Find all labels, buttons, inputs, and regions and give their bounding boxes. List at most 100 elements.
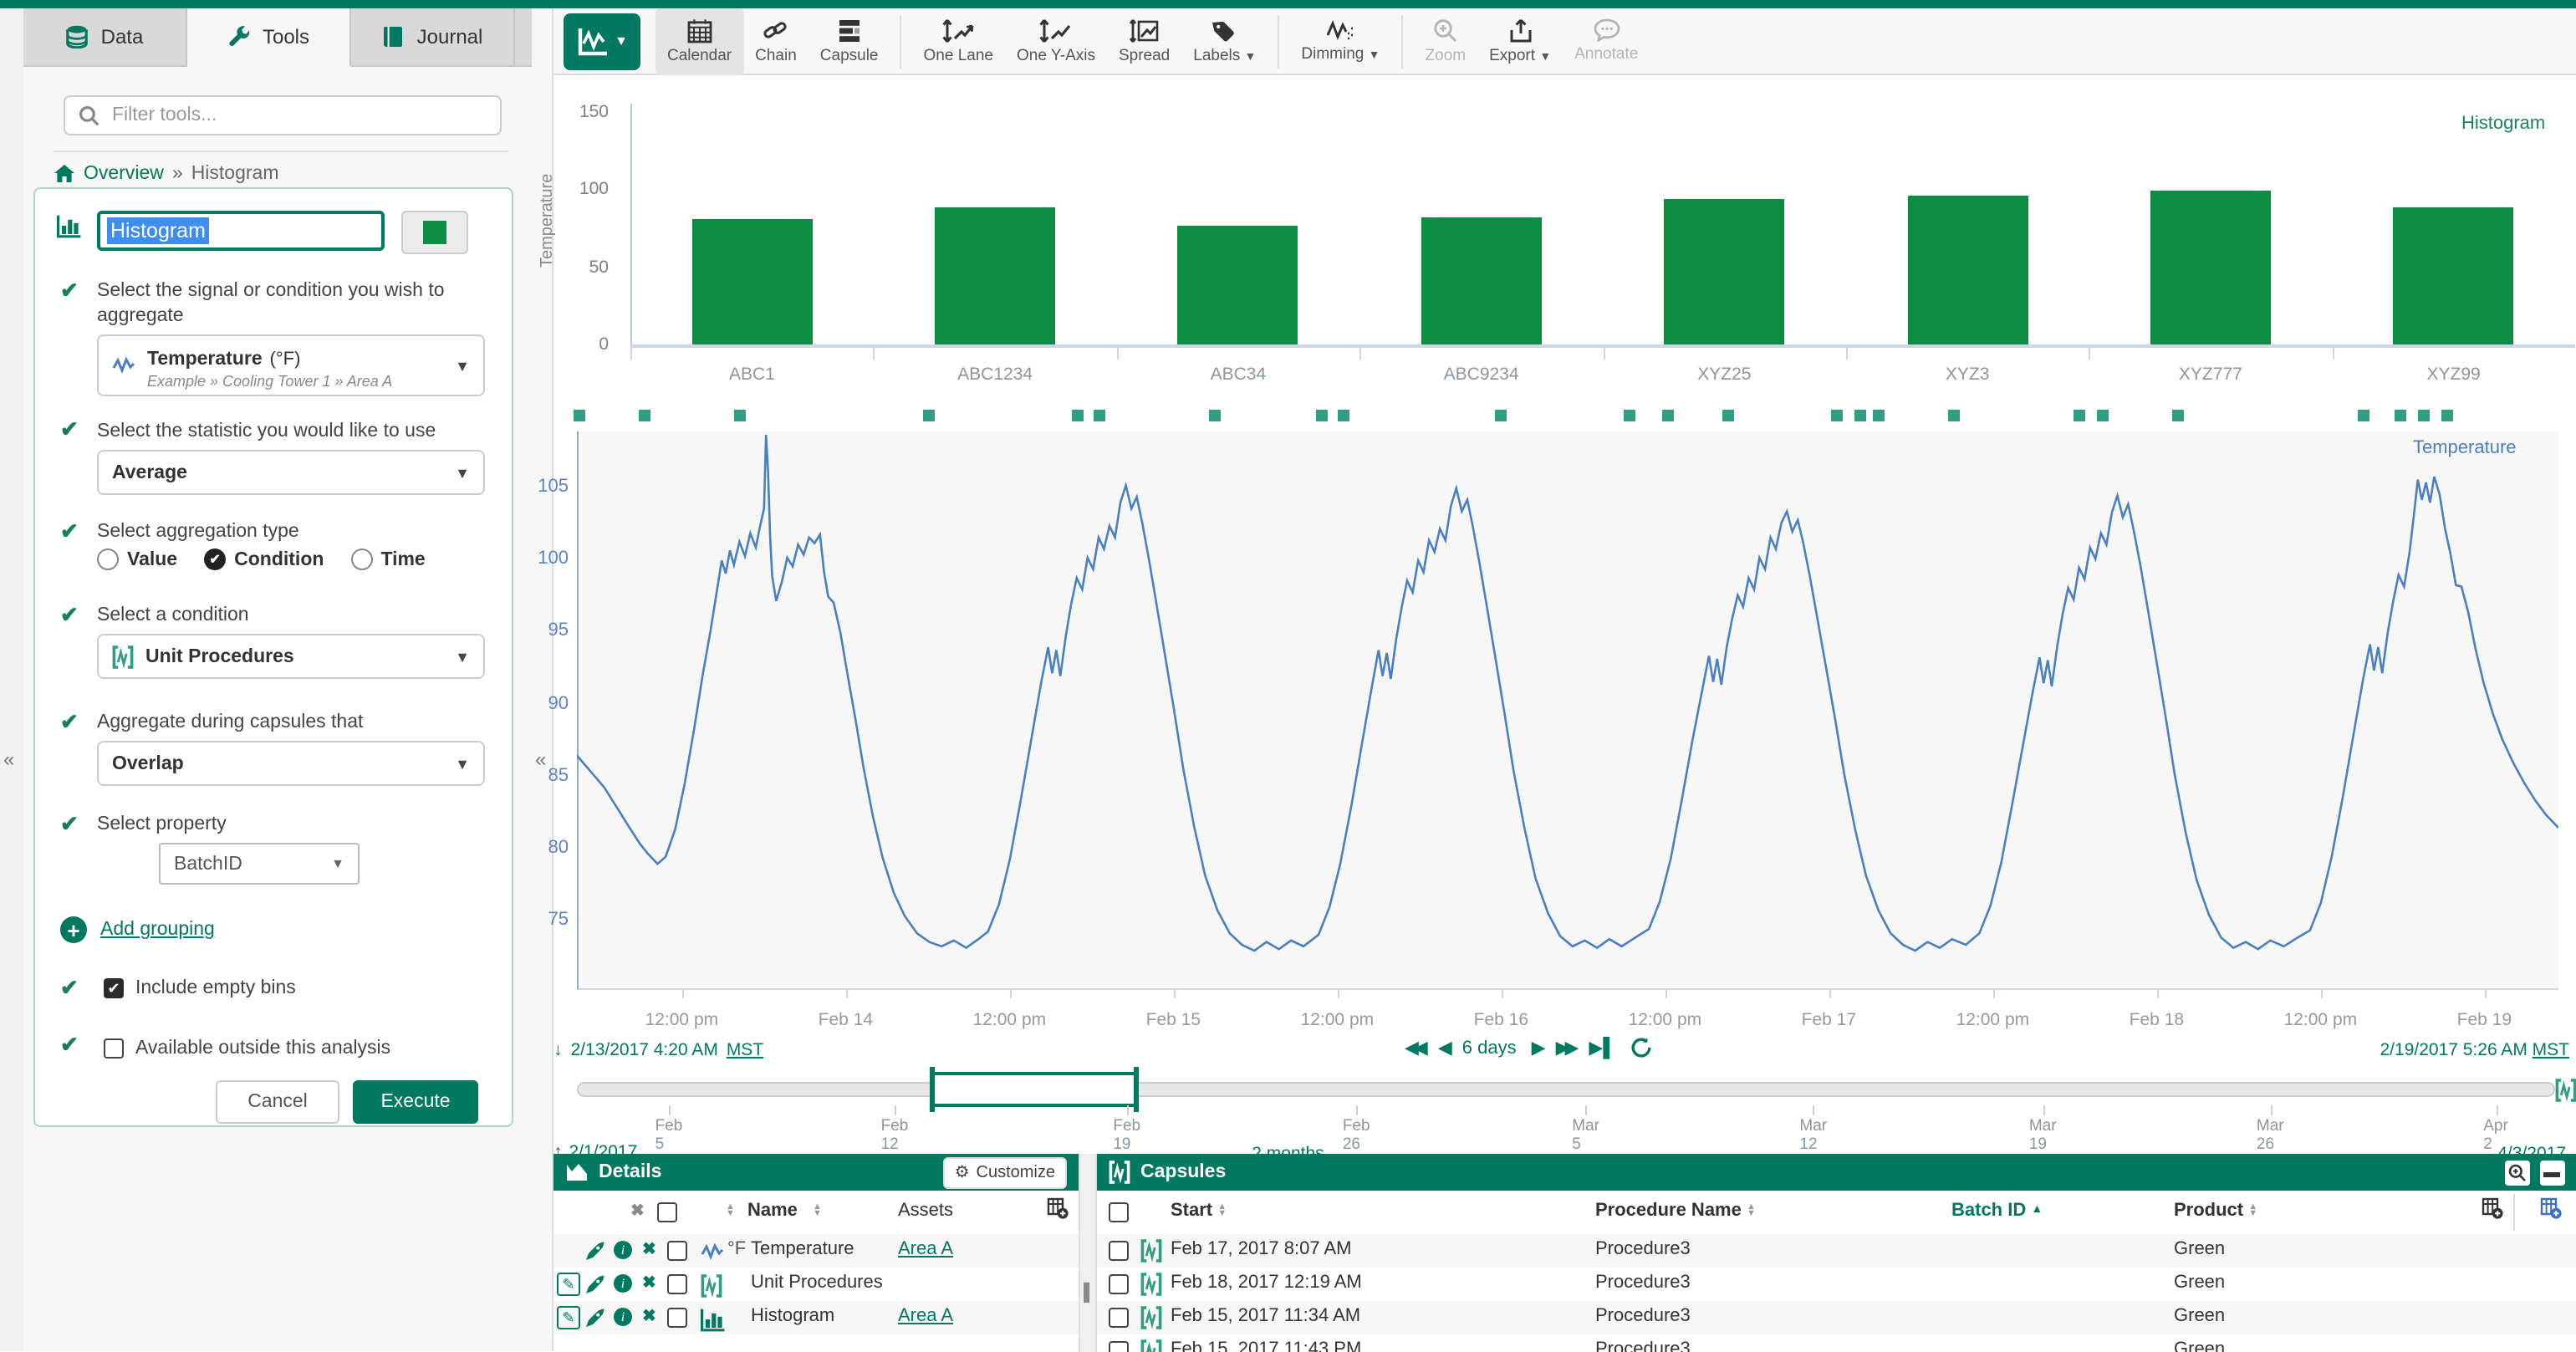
toolbar-dimming-button[interactable]: Dimming ▼: [1289, 8, 1391, 74]
radio-value[interactable]: Value: [97, 548, 177, 570]
property-select[interactable]: BatchID ▼: [159, 843, 360, 885]
refresh-icon[interactable]: [1631, 1037, 1653, 1059]
rocket-icon[interactable]: [584, 1241, 605, 1263]
tool-name-input[interactable]: Histogram: [97, 211, 385, 251]
cancel-button[interactable]: Cancel: [216, 1080, 339, 1124]
capsule-marker[interactable]: [1831, 410, 1843, 421]
add-column-icon[interactable]: [1047, 1197, 1069, 1219]
capsule-marker[interactable]: [1209, 410, 1221, 421]
capsule-marker[interactable]: [1722, 410, 1734, 421]
select-all-capsules-checkbox[interactable]: [1109, 1202, 1129, 1222]
capsule-marker[interactable]: [573, 410, 584, 421]
breadcrumb-overview-link[interactable]: Overview: [84, 164, 164, 184]
capsule-marker[interactable]: [2097, 410, 2109, 421]
timebar-capsule-icon[interactable]: [2555, 1079, 2576, 1102]
histogram-bar-ABC1234[interactable]: [935, 208, 1055, 344]
asset-link[interactable]: Area A: [898, 1239, 953, 1259]
toolbar-chain-button[interactable]: Chain: [743, 8, 809, 74]
add-column-icon[interactable]: [2482, 1197, 2503, 1219]
overlap-dropdown[interactable]: Overlap ▼: [97, 741, 485, 786]
brush-right-handle[interactable]: [1135, 1067, 1140, 1112]
tab-tools[interactable]: Tools: [187, 8, 351, 67]
capsule-marker[interactable]: [1873, 410, 1885, 421]
capsule-row[interactable]: Feb 15, 2017 11:43 PM Procedure3 Green: [1097, 1334, 2576, 1352]
step-back-half-icon[interactable]: ◀: [1438, 1037, 1447, 1059]
details-row-temperature[interactable]: i ✖ °F TemperatureArea A: [553, 1234, 1079, 1268]
zoom-to-capsule-button[interactable]: [2504, 1160, 2529, 1185]
details-col-name[interactable]: Name: [747, 1201, 798, 1221]
info-icon[interactable]: i: [614, 1274, 632, 1293]
edit-icon[interactable]: ✎: [557, 1306, 580, 1329]
capsules-col-procedure[interactable]: Procedure Name ▲▼: [1595, 1201, 1756, 1221]
step-back-full-icon[interactable]: ◀◀: [1405, 1037, 1423, 1059]
histogram-bar-ABC34[interactable]: [1178, 225, 1298, 344]
step-to-now-icon[interactable]: ▶▌: [1589, 1037, 1616, 1059]
info-icon[interactable]: i: [614, 1241, 632, 1259]
details-row-unit-procedures[interactable]: ✎ i ✖ Unit Procedures: [553, 1268, 1079, 1301]
collapse-panel-button[interactable]: ▬: [2539, 1160, 2564, 1185]
capsule-marker[interactable]: [1855, 410, 1867, 421]
capsule-marker[interactable]: [1073, 410, 1084, 421]
sort-icon[interactable]: ▲▼: [1747, 1204, 1756, 1217]
capsule-marker[interactable]: [1623, 410, 1635, 421]
timebar-brush[interactable]: [933, 1072, 1137, 1107]
range-start-tz[interactable]: MST: [727, 1040, 763, 1060]
include-empty-bins-checkbox[interactable]: ✔: [104, 979, 124, 999]
toolbar-labels-button[interactable]: Labels ▼: [1181, 8, 1268, 74]
capsule-marker[interactable]: [2172, 410, 2184, 421]
info-icon[interactable]: i: [614, 1308, 632, 1326]
capsule-marker[interactable]: [2394, 410, 2405, 421]
histogram-bar-XYZ99[interactable]: [2394, 208, 2514, 344]
trend-line-chart[interactable]: [577, 431, 2558, 990]
histogram-bar-XYZ3[interactable]: [1907, 196, 2028, 344]
capsule-marker[interactable]: [1494, 410, 1506, 421]
capsule-marker[interactable]: [2418, 410, 2430, 421]
histogram-bar-ABC9234[interactable]: [1421, 217, 1542, 344]
statistic-dropdown[interactable]: Average ▼: [97, 450, 485, 495]
home-icon[interactable]: [54, 164, 75, 184]
toolbar-capsule-button[interactable]: Capsule: [809, 8, 890, 74]
remove-icon[interactable]: ✖: [642, 1308, 656, 1326]
histogram-bar-ABC1[interactable]: [691, 219, 812, 344]
asset-link[interactable]: Area A: [898, 1306, 953, 1326]
sort-icon[interactable]: ▲▼: [726, 1204, 735, 1217]
rocket-icon[interactable]: [584, 1274, 605, 1296]
tab-data[interactable]: Data: [23, 8, 187, 65]
row-checkbox[interactable]: [667, 1274, 687, 1294]
details-col-assets[interactable]: Assets: [898, 1201, 953, 1221]
capsules-col-product[interactable]: Product ▲▼: [2174, 1201, 2257, 1221]
capsule-row[interactable]: Feb 17, 2017 8:07 AM Procedure3 Green: [1097, 1234, 2576, 1268]
capsule-row[interactable]: Feb 18, 2017 12:19 AM Procedure3 Green: [1097, 1268, 2576, 1301]
details-row-histogram[interactable]: ✎ i ✖ HistogramArea A: [553, 1301, 1079, 1334]
capsule-marker[interactable]: [2359, 410, 2370, 421]
range-end-tz[interactable]: MST: [2533, 1040, 2569, 1060]
range-start-text[interactable]: 2/13/2017 4:20 AM: [571, 1040, 718, 1060]
row-checkbox[interactable]: [1109, 1274, 1129, 1294]
signal-dropdown[interactable]: Temperature (°F) Example » Cooling Tower…: [97, 334, 485, 396]
add-grouping-link[interactable]: Add grouping: [100, 920, 215, 940]
capsule-row[interactable]: Feb 15, 2017 11:34 AM Procedure3 Green: [1097, 1301, 2576, 1334]
add-column-all-icon[interactable]: [2540, 1197, 2562, 1219]
row-checkbox[interactable]: [667, 1308, 687, 1328]
add-grouping[interactable]: + Add grouping: [60, 916, 215, 943]
details-scrollbar[interactable]: ▌▌: [1079, 1154, 1097, 1352]
remove-all-icon[interactable]: ✖: [630, 1202, 645, 1221]
toolbar-one-y-axis-button[interactable]: One Y-Axis: [1005, 8, 1107, 74]
customize-button[interactable]: ⚙ Customize: [943, 1156, 1067, 1188]
range-duration[interactable]: 6 days: [1462, 1038, 1517, 1058]
row-checkbox[interactable]: [1109, 1341, 1129, 1352]
rocket-icon[interactable]: [584, 1308, 605, 1329]
sort-icon[interactable]: ▲▼: [1217, 1204, 1227, 1217]
toolbar-export-button[interactable]: Export ▼: [1477, 8, 1563, 74]
step-forward-full-icon[interactable]: ▶▶: [1556, 1037, 1574, 1059]
capsule-marker[interactable]: [1338, 410, 1349, 421]
condition-dropdown[interactable]: Unit Procedures ▼: [97, 634, 485, 679]
toolbar-calendar-button[interactable]: Calendar: [655, 8, 743, 74]
toolbar-one-lane-button[interactable]: One Lane: [912, 8, 1005, 74]
edit-icon[interactable]: ✎: [557, 1273, 580, 1296]
radio-time[interactable]: Time: [350, 548, 425, 570]
remove-icon[interactable]: ✖: [642, 1274, 656, 1293]
capsule-marker[interactable]: [1316, 410, 1328, 421]
range-end-text[interactable]: 2/19/2017 5:26 AM: [2380, 1040, 2528, 1060]
toolbar-spread-button[interactable]: Spread: [1107, 8, 1181, 74]
